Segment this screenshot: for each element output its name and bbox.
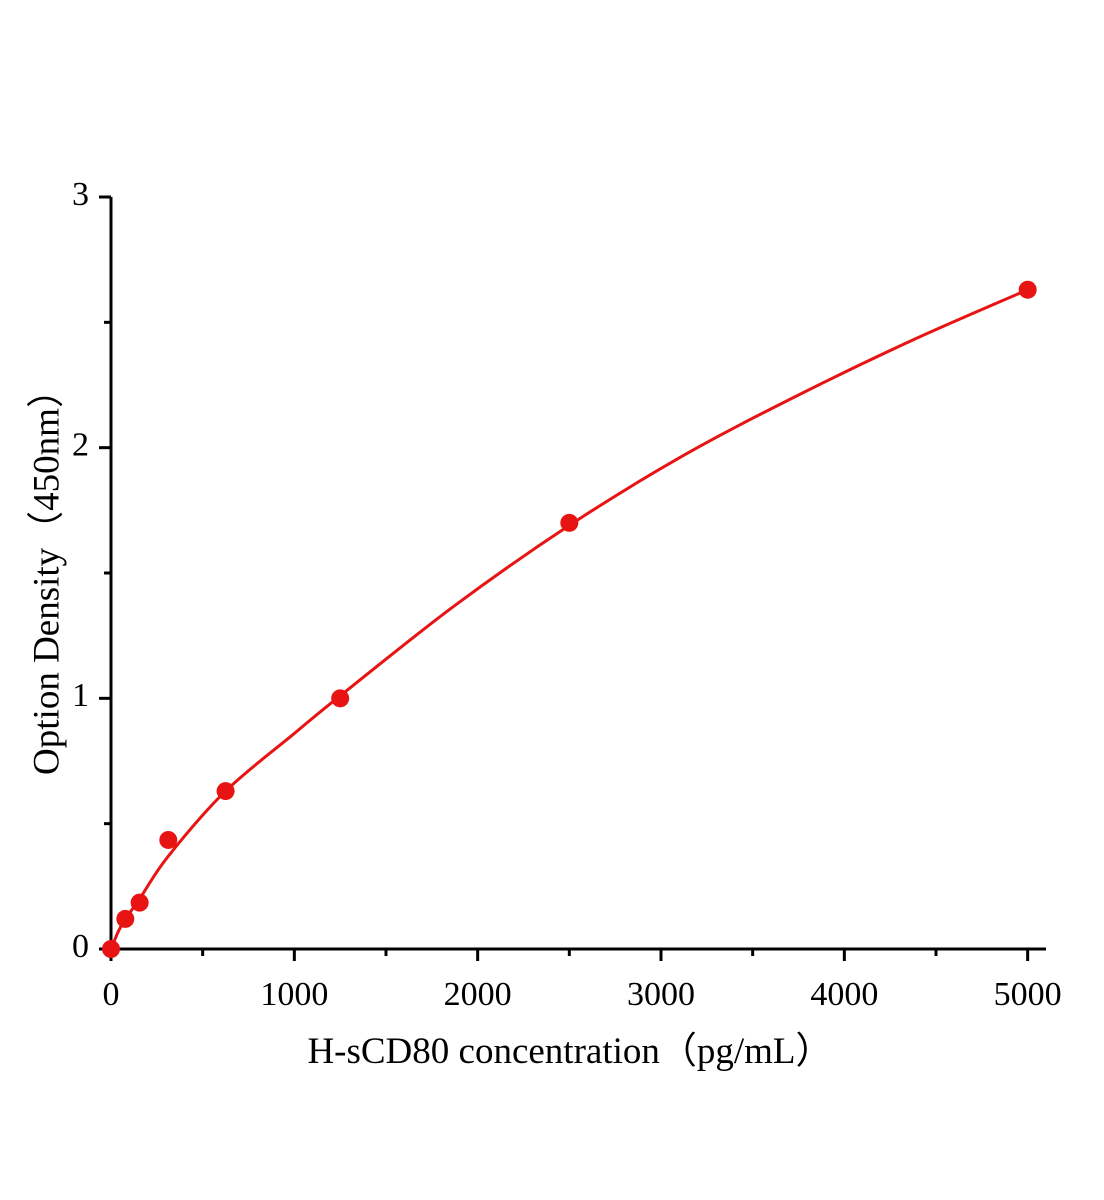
y-tick-label: 3 [72,176,89,213]
data-point [331,689,350,708]
y-tick-label: 0 [72,928,89,965]
x-tick-label: 0 [103,976,120,1013]
y-axis-label: Option Density（450nm） [26,371,67,775]
x-axis-label: H-sCD80 concentration（pg/mL） [307,1031,832,1072]
x-tick-label: 5000 [994,976,1062,1013]
data-point [102,940,120,958]
x-tick-label: 1000 [260,976,328,1013]
fit-curve [109,288,1029,950]
data-point [116,909,135,928]
data-point [216,782,235,801]
data-point [130,893,149,912]
x-tick-label: 3000 [627,976,695,1013]
data-point [159,830,178,849]
x-tick-label: 4000 [810,976,878,1013]
data-point [1018,280,1037,299]
x-tick-label: 2000 [444,976,512,1013]
y-tick-label: 2 [72,426,89,463]
y-tick-label: 1 [72,677,89,714]
data-point [560,513,579,532]
